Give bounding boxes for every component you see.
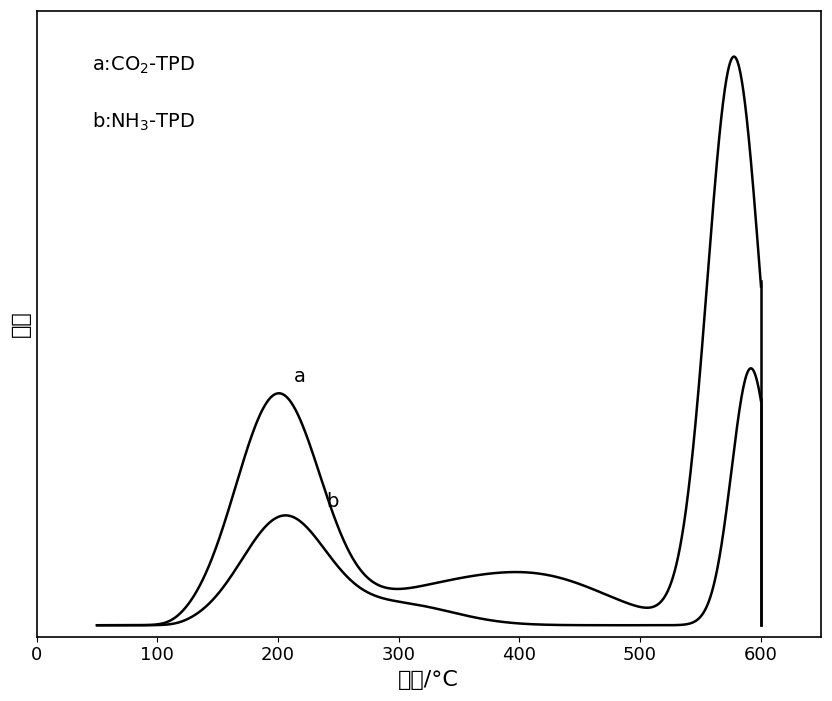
X-axis label: 温度/°C: 温度/°C [399, 670, 459, 690]
Text: a: a [294, 367, 305, 386]
Y-axis label: 强度: 强度 [11, 311, 31, 337]
Text: b:NH$_3$-TPD: b:NH$_3$-TPD [92, 111, 195, 133]
Text: b: b [326, 492, 339, 511]
Text: a:CO$_2$-TPD: a:CO$_2$-TPD [92, 55, 195, 76]
